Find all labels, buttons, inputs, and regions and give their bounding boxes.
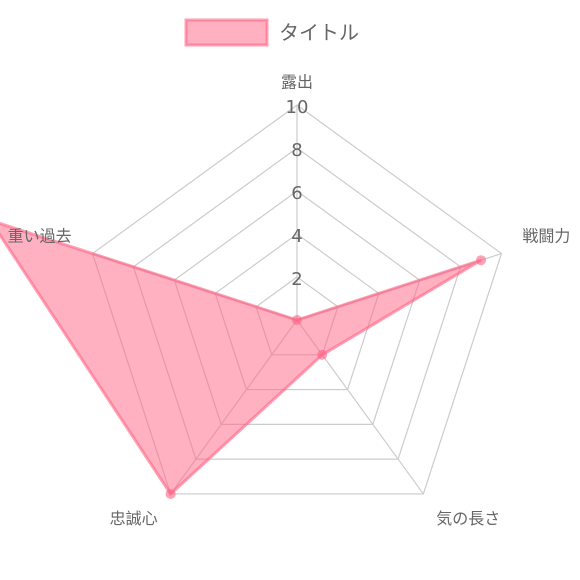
- grid-ring: [214, 233, 380, 391]
- r-tick-label: 10: [286, 97, 309, 118]
- legend-label: タイトル: [279, 21, 359, 45]
- category-label: 露出: [281, 73, 313, 92]
- category-label: 戦闘力: [522, 226, 570, 245]
- grid-ring: [173, 190, 421, 425]
- r-tick-label: 8: [291, 140, 302, 161]
- series-area: [0, 221, 482, 497]
- grid-ring: [91, 104, 503, 495]
- r-tick-label: 4: [291, 226, 302, 247]
- grid-ring: [132, 147, 462, 460]
- category-label: 忠誠心: [110, 509, 158, 528]
- data-point: [165, 488, 176, 499]
- r-tick-label: 2: [291, 269, 302, 290]
- data-point: [317, 349, 328, 360]
- data-point: [292, 315, 302, 325]
- category-label: 気の長さ: [436, 509, 500, 528]
- legend-swatch: [184, 18, 269, 47]
- category-label: 重い過去: [8, 226, 72, 245]
- r-tick-label: 6: [291, 183, 302, 204]
- data-point: [476, 255, 487, 266]
